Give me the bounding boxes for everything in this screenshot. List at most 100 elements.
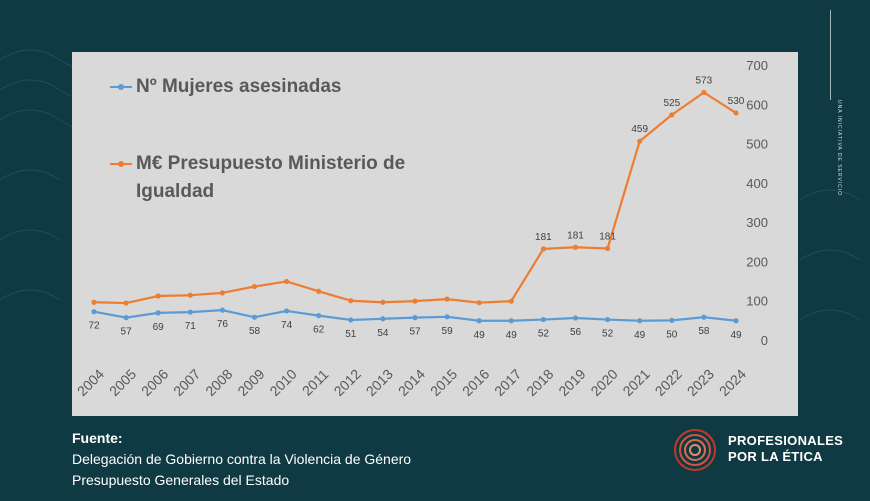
data-point — [572, 244, 579, 250]
data-point — [91, 309, 97, 315]
data-point — [91, 299, 97, 305]
data-point — [733, 318, 739, 324]
x-tick-label: 2022 — [652, 366, 685, 399]
brand-line-1: PROFESIONALES — [728, 433, 844, 448]
data-point — [380, 316, 386, 322]
data-label: 525 — [663, 98, 680, 109]
data-point — [540, 316, 546, 323]
data-point — [701, 314, 707, 320]
x-tick-label: 2014 — [395, 366, 428, 399]
data-label: 181 — [535, 232, 552, 243]
data-point — [155, 293, 161, 299]
data-label: 181 — [599, 231, 616, 242]
chart-panel — [72, 52, 798, 416]
data-point — [508, 318, 514, 324]
legend-item-mujeres: Nº Mujeres asesinadas — [110, 76, 341, 98]
legend-label-presupuesto-2: Igualdad — [136, 181, 215, 202]
data-label: 74 — [281, 320, 293, 331]
data-label: 72 — [88, 321, 100, 332]
data-point — [187, 309, 193, 315]
data-point — [380, 299, 386, 305]
data-point — [123, 315, 129, 321]
x-tick-label: 2013 — [363, 366, 396, 399]
x-tick-label: 2023 — [684, 366, 717, 399]
data-point — [733, 110, 739, 116]
brand-logo-block: PROFESIONALES POR LA ÉTICA — [672, 427, 852, 477]
x-tick-label: 2018 — [523, 366, 556, 399]
side-caption: UNA INICIATIVA DE SERVICIO — [836, 100, 842, 197]
x-tick-label: 2019 — [555, 366, 588, 399]
x-tick-label: 2009 — [234, 366, 267, 399]
data-point — [348, 317, 354, 323]
data-point — [284, 308, 290, 314]
data-label: 50 — [666, 329, 678, 340]
data-point — [605, 245, 611, 252]
data-label: 49 — [474, 330, 486, 341]
data-point — [605, 316, 611, 323]
data-label: 56 — [570, 327, 582, 338]
x-tick-label: 2007 — [170, 366, 203, 399]
data-label: 62 — [313, 325, 325, 336]
x-tick-label: 2021 — [619, 366, 652, 399]
data-point — [219, 290, 225, 296]
data-point — [508, 298, 514, 304]
source-label: Fuente: — [72, 430, 123, 446]
y-tick-label: 700 — [746, 58, 768, 73]
source-line-1: Delegación de Gobierno contra la Violenc… — [72, 451, 412, 467]
data-label: 530 — [728, 96, 745, 107]
data-point — [476, 318, 482, 324]
data-point — [669, 317, 675, 323]
data-label: 58 — [698, 326, 710, 337]
data-label: 57 — [409, 327, 421, 338]
x-tick-label: 2020 — [587, 366, 620, 399]
x-tick-label: 2016 — [459, 366, 492, 399]
brand-line-2: POR LA ÉTICA — [728, 449, 823, 464]
data-point — [316, 288, 322, 294]
x-tick-label: 2011 — [299, 366, 332, 399]
legend-line-orange — [110, 160, 132, 167]
x-tick-label: 2008 — [202, 366, 235, 399]
data-point — [284, 278, 290, 285]
data-label: 59 — [442, 326, 454, 337]
data-label: 181 — [567, 230, 584, 241]
x-tick-label: 2005 — [106, 366, 139, 399]
y-tick-label: 0 — [761, 333, 768, 348]
legend-line-blue — [110, 83, 132, 90]
source-block: Fuente: Delegación de Gobierno contra la… — [72, 428, 411, 491]
data-point — [476, 300, 482, 306]
data-label: 573 — [696, 76, 713, 87]
data-label: 52 — [538, 329, 550, 340]
x-tick-label: 2015 — [427, 366, 460, 399]
data-point — [572, 315, 579, 321]
x-tick-label: 2017 — [491, 366, 524, 399]
data-label: 54 — [377, 328, 389, 339]
y-tick-label: 100 — [746, 294, 768, 309]
y-tick-label: 400 — [746, 176, 768, 191]
data-label: 58 — [249, 326, 261, 337]
legend-label-mujeres: Nº Mujeres asesinadas — [136, 76, 342, 97]
data-label: 76 — [217, 319, 229, 330]
data-point — [444, 296, 450, 302]
data-label: 51 — [345, 329, 357, 340]
data-point — [637, 138, 643, 144]
data-label: 52 — [602, 329, 614, 340]
data-label: 459 — [631, 124, 648, 135]
y-tick-label: 600 — [746, 97, 768, 112]
data-label: 49 — [634, 330, 646, 341]
data-point — [637, 318, 643, 324]
x-tick-label: 2024 — [716, 366, 749, 399]
x-tick-label: 2012 — [331, 366, 364, 399]
y-tick-label: 200 — [746, 254, 768, 269]
data-point — [540, 246, 546, 252]
x-tick-label: 2004 — [74, 366, 107, 399]
data-point — [701, 89, 707, 96]
line-chart: 0100200300400500600700200420052006200720… — [74, 58, 768, 399]
fingerprint-icon — [674, 429, 716, 471]
data-label: 69 — [153, 322, 165, 333]
data-point — [444, 314, 450, 320]
data-point — [669, 112, 675, 118]
legend-label-presupuesto-1: M€ Presupuesto Ministerio de — [136, 153, 406, 174]
brand-name: PROFESIONALES POR LA ÉTICA — [728, 433, 843, 465]
source-line-2: Presupuesto Generales del Estado — [72, 472, 290, 488]
data-point — [412, 298, 418, 304]
